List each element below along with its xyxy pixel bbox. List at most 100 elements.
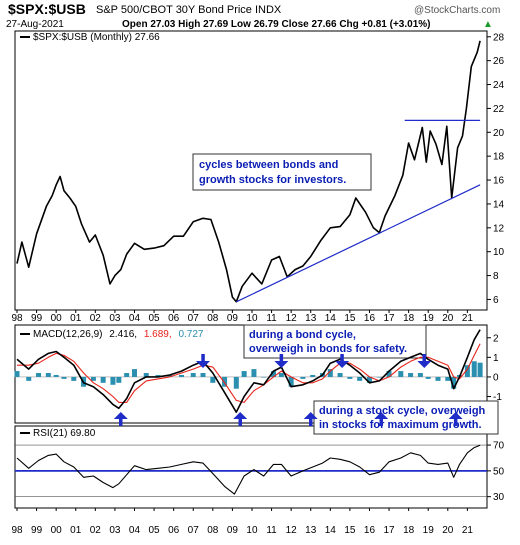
x-tick-label-lower: 99 <box>31 525 43 536</box>
x-tick-label-lower: 06 <box>168 525 180 536</box>
chart-description: S&P 500/CBOT 30Y Bond Price INDX <box>96 4 282 16</box>
price-y-tick-label: 16 <box>493 176 505 187</box>
price-y-tick-label: 26 <box>493 56 505 67</box>
rsi-y-tick-label: 70 <box>493 441 505 452</box>
x-tick-label-lower: 11 <box>266 525 277 536</box>
price-y-tick-label: 20 <box>493 128 505 139</box>
macd-histogram-bar <box>300 376 306 379</box>
macd-histogram-bar <box>131 369 137 377</box>
rsi-line <box>16 444 481 495</box>
x-tick-label-lower: 04 <box>129 525 141 536</box>
x-tick-label-upper: 08 <box>207 313 219 324</box>
x-tick-label-lower: 17 <box>383 525 395 536</box>
x-tick-label-upper: 02 <box>90 313 102 324</box>
annotation-bubble-cycles: cycles between bonds and growth stocks f… <box>192 153 372 191</box>
buy-signal-arrow-icon <box>303 412 318 426</box>
macd-histogram-bar <box>435 376 441 381</box>
x-tick-label-upper: 09 <box>227 313 239 324</box>
macd-histogram-bar <box>471 361 477 377</box>
buy-signal-arrow-icon <box>448 412 463 426</box>
macd-histogram-bar <box>271 371 277 377</box>
macd-histogram-bar <box>155 374 161 377</box>
macd-histogram-bar <box>210 376 216 383</box>
macd-histogram-bar <box>398 371 404 377</box>
x-tick-label-upper: 00 <box>51 313 63 324</box>
x-tick-label-upper: 15 <box>344 313 356 324</box>
x-tick-label-lower: 05 <box>149 525 161 536</box>
macd-histogram-bar <box>445 376 451 381</box>
price-y-tick-label: 8 <box>493 271 499 282</box>
x-tick-label-lower: 01 <box>70 525 82 536</box>
x-tick-label-lower: 00 <box>51 525 63 536</box>
macd-legend-label: MACD(12,26,9) <box>33 329 102 340</box>
macd-histogram-bar <box>124 373 130 377</box>
x-tick-label-lower: 15 <box>344 525 356 536</box>
macd-histogram-bar <box>477 362 483 377</box>
rsi-y-tick-label: 50 <box>493 466 505 477</box>
macd-y-tick-label: 2 <box>493 333 499 344</box>
x-tick-label-upper: 10 <box>246 313 258 324</box>
price-y-tick-label: 18 <box>493 152 505 163</box>
macd-histogram-bar <box>241 371 247 377</box>
macd-histogram-bar <box>53 374 59 377</box>
annotation-bubble-bond-cycle: during a bond cycle, overweigh in bonds … <box>243 324 427 359</box>
sell-signal-arrow-icon <box>274 354 289 368</box>
macd-histogram-bar <box>278 373 284 377</box>
macd-histogram-bar <box>310 374 316 377</box>
x-tick-label-upper: 17 <box>383 313 395 324</box>
macd-histogram-bar <box>327 369 333 377</box>
annotation-bubble-stock-box <box>313 400 499 435</box>
x-tick-label-lower: 02 <box>90 525 102 536</box>
macd-y-tick-label: -1 <box>493 392 502 403</box>
macd-histogram-bar <box>233 376 239 389</box>
sell-signal-arrow-icon <box>335 354 350 368</box>
macd-histogram-bar <box>143 373 149 377</box>
sell-signal-arrow-icon <box>196 354 210 368</box>
macd-histogram-bar <box>36 373 42 377</box>
annotation-bubble-bond-box <box>243 324 427 359</box>
macd-legend-signal: 1.689, <box>144 329 172 340</box>
x-tick-label-lower: 20 <box>442 525 454 536</box>
annotation-stock-line2: in stocks for maximum growth. <box>319 419 482 431</box>
macd-histogram-bar <box>451 376 457 389</box>
macd-histogram-bar <box>26 376 32 381</box>
price-y-tick-label: 14 <box>493 199 505 210</box>
macd-histogram-bar <box>386 371 392 377</box>
x-tick-label-upper: 16 <box>364 313 376 324</box>
macd-histogram-bar <box>71 376 77 381</box>
macd-histogram-bar <box>100 376 106 383</box>
macd-histogram-bar <box>45 373 51 377</box>
x-tick-label-lower: 21 <box>462 525 474 536</box>
price-legend: $SPX:$USB (Monthly) 27.66 <box>20 32 160 43</box>
annotation-bond-line2: overweigh in bonds for safety. <box>249 343 407 355</box>
macd-histogram-bar <box>110 376 116 385</box>
rsi-y-tick-label: 30 <box>493 492 505 503</box>
price-panel-frame <box>14 30 488 311</box>
ohlc-readout: Open 27.03 High 27.69 Low 26.79 Close 27… <box>122 19 430 30</box>
trend-line <box>236 184 481 303</box>
macd-histogram-bar <box>90 376 96 381</box>
macd-y-tick-label: 1 <box>493 353 499 364</box>
macd-histogram-bar <box>417 373 423 377</box>
x-tick-label-lower: 07 <box>188 525 200 536</box>
x-tick-label-upper: 03 <box>109 313 121 324</box>
x-tick-label-upper: 19 <box>423 313 435 324</box>
price-y-tick-label: 24 <box>493 80 505 91</box>
price-y-tick-label: 28 <box>493 32 505 43</box>
macd-histogram-bar <box>357 376 363 381</box>
macd-histogram-bar <box>116 376 122 383</box>
x-tick-label-lower: 08 <box>207 525 219 536</box>
x-tick-label-upper: 18 <box>403 313 415 324</box>
macd-histogram-bar <box>337 373 343 377</box>
rsi-legend: RSI(21) 69.80 <box>20 428 96 439</box>
price-y-tick-label: 22 <box>493 104 505 115</box>
x-tick-label-upper: 13 <box>305 313 317 324</box>
x-tick-label-lower: 19 <box>423 525 435 536</box>
macd-histogram-bar <box>200 373 206 377</box>
buy-signal-arrow-icon <box>233 412 248 426</box>
macd-histogram-bar <box>376 376 382 378</box>
x-tick-label-lower: 10 <box>246 525 258 536</box>
macd-histogram-bar <box>366 376 372 383</box>
x-tick-label-lower: 12 <box>286 525 298 536</box>
x-tick-label-upper: 14 <box>325 313 337 324</box>
